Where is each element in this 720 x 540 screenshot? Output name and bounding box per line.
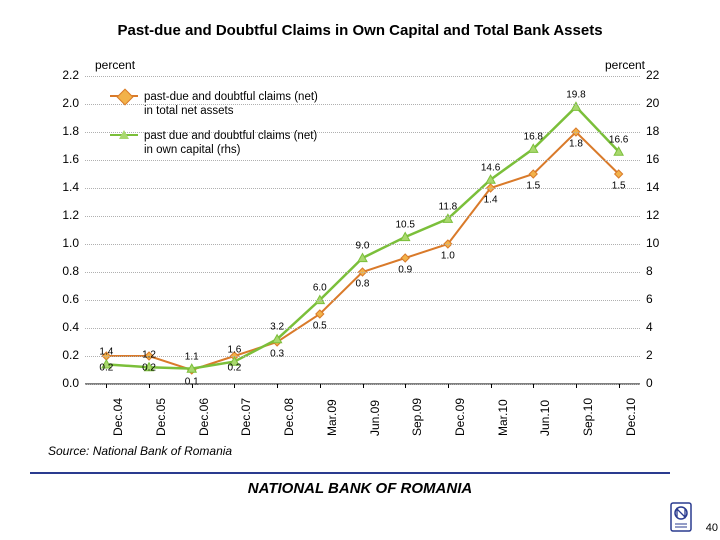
legend: past-due and doubtful claims (net)in tot… xyxy=(110,90,318,168)
point-label: 11.8 xyxy=(439,201,458,212)
y-left-tick-label: 0.8 xyxy=(49,264,79,278)
y-left-unit: percent xyxy=(95,58,135,72)
x-tick xyxy=(277,384,278,388)
y-left-tick-label: 1.8 xyxy=(49,124,79,138)
point-label: 0.3 xyxy=(270,349,284,360)
y-right-tick-label: 16 xyxy=(646,152,676,166)
x-tick-label: Dec.08 xyxy=(282,398,296,436)
y-right-tick-label: 4 xyxy=(646,320,676,334)
x-tick-label: Mar.09 xyxy=(325,399,339,436)
y-right-tick-label: 0 xyxy=(646,376,676,390)
point-label: 19.8 xyxy=(566,89,585,100)
y-left-tick-label: 0.2 xyxy=(49,348,79,362)
point-label: 3.2 xyxy=(270,322,284,333)
x-tick xyxy=(363,384,364,388)
y-left-tick-label: 0.4 xyxy=(49,320,79,334)
x-tick xyxy=(149,384,150,388)
x-tick xyxy=(320,384,321,388)
y-right-tick-label: 20 xyxy=(646,96,676,110)
y-right-tick-label: 18 xyxy=(646,124,676,138)
x-tick xyxy=(533,384,534,388)
source-text: Source: National Bank of Romania xyxy=(48,444,232,458)
page-number: 40 xyxy=(706,522,718,534)
legend-swatch-1 xyxy=(110,129,138,141)
point-label: 14.6 xyxy=(481,162,500,173)
y-right-tick-label: 10 xyxy=(646,236,676,250)
point-label: 0.5 xyxy=(313,321,327,332)
x-tick xyxy=(619,384,620,388)
x-tick-label: Jun.09 xyxy=(368,400,382,436)
point-label: 1.6 xyxy=(227,344,241,355)
y-right-tick-label: 2 xyxy=(646,348,676,362)
y-left-tick-label: 1.0 xyxy=(49,236,79,250)
x-tick-label: Mar.10 xyxy=(496,399,510,436)
point-label: 1.5 xyxy=(526,181,540,192)
footer-line xyxy=(30,472,670,474)
point-label: 16.6 xyxy=(609,134,628,145)
y-left-tick-label: 1.2 xyxy=(49,208,79,222)
point-label: 0.9 xyxy=(398,265,412,276)
y-left-tick-label: 2.0 xyxy=(49,96,79,110)
legend-label-0: past-due and doubtful claims (net)in tot… xyxy=(144,90,318,119)
legend-item-1: past due and doubtful claims (net)in own… xyxy=(110,129,318,158)
y-left-tick-label: 1.6 xyxy=(49,152,79,166)
y-right-unit: percent xyxy=(605,58,645,72)
point-label: 1.2 xyxy=(142,350,156,361)
point-label: 1.4 xyxy=(99,347,113,358)
x-tick-label: Dec.05 xyxy=(154,398,168,436)
x-tick xyxy=(576,384,577,388)
point-label: 1.1 xyxy=(185,351,199,362)
x-tick-label: Sep.10 xyxy=(581,398,595,436)
chart-title: Past-due and Doubtful Claims in Own Capi… xyxy=(0,22,720,39)
x-tick xyxy=(448,384,449,388)
x-tick xyxy=(491,384,492,388)
point-label: 0.2 xyxy=(227,363,241,374)
x-tick-label: Dec.04 xyxy=(111,398,125,436)
x-tick xyxy=(234,384,235,388)
x-tick-label: Dec.09 xyxy=(453,398,467,436)
point-label: 1.4 xyxy=(484,195,498,206)
y-left-tick-label: 0.6 xyxy=(49,292,79,306)
point-label: 1.5 xyxy=(612,181,626,192)
point-label: 10.5 xyxy=(395,220,414,231)
x-tick xyxy=(405,384,406,388)
y-right-tick-label: 14 xyxy=(646,180,676,194)
point-label: 1.0 xyxy=(441,251,455,262)
x-tick-label: Dec.06 xyxy=(197,398,211,436)
point-label: 0.8 xyxy=(356,279,370,290)
x-tick xyxy=(106,384,107,388)
x-tick-label: Jun.10 xyxy=(538,400,552,436)
x-tick-label: Dec.07 xyxy=(239,398,253,436)
slide: Past-due and Doubtful Claims in Own Capi… xyxy=(0,0,720,540)
y-right-tick-label: 8 xyxy=(646,264,676,278)
nbr-logo-icon xyxy=(670,502,692,532)
y-left-tick-label: 2.2 xyxy=(49,68,79,82)
point-label: 0.2 xyxy=(99,363,113,374)
y-right-tick-label: 6 xyxy=(646,292,676,306)
point-label: 0.2 xyxy=(142,363,156,374)
y-left-tick-label: 0.0 xyxy=(49,376,79,390)
footer-text: NATIONAL BANK OF ROMANIA xyxy=(0,480,720,497)
point-label: 6.0 xyxy=(313,283,327,294)
y-right-tick-label: 22 xyxy=(646,68,676,82)
legend-label-1: past due and doubtful claims (net)in own… xyxy=(144,129,317,158)
x-tick-label: Sep.09 xyxy=(410,398,424,436)
legend-swatch-0 xyxy=(110,90,138,102)
point-label: 1.8 xyxy=(569,139,583,150)
x-tick-label: Dec.10 xyxy=(624,398,638,436)
y-right-tick-label: 12 xyxy=(646,208,676,222)
point-label: 16.8 xyxy=(524,131,543,142)
legend-item-0: past-due and doubtful claims (net)in tot… xyxy=(110,90,318,119)
point-label: 0.1 xyxy=(185,377,199,388)
point-label: 9.0 xyxy=(356,241,370,252)
y-left-tick-label: 1.4 xyxy=(49,180,79,194)
